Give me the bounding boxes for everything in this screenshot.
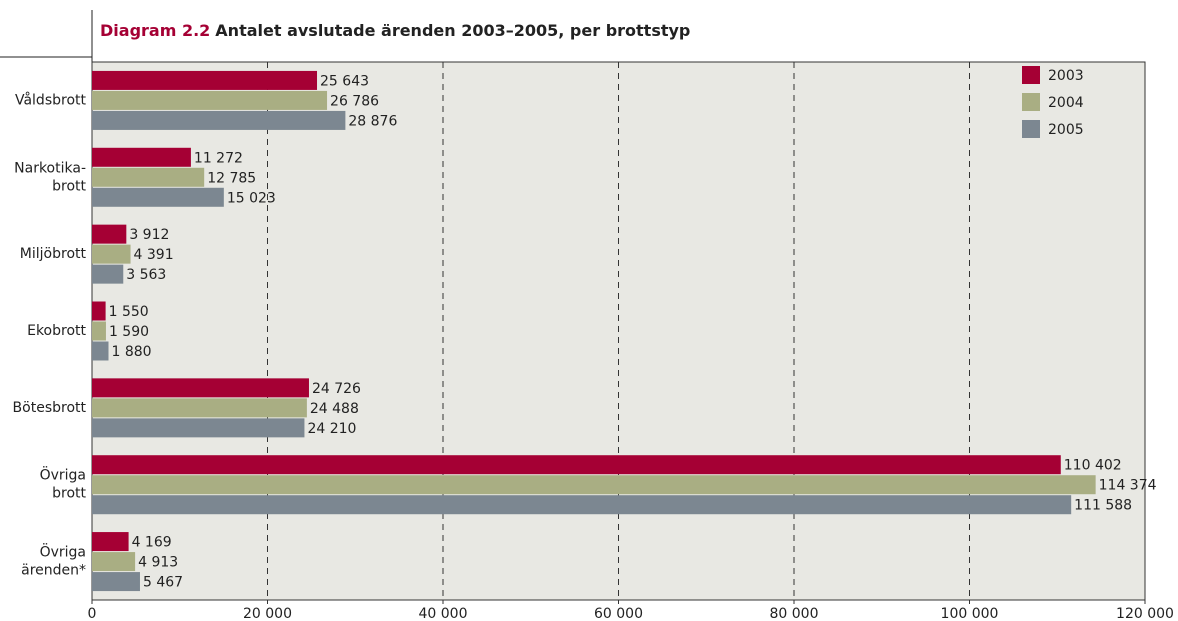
bar bbox=[92, 244, 131, 264]
bar bbox=[92, 495, 1072, 515]
x-tick-label: 120 000 bbox=[1116, 606, 1174, 621]
bar bbox=[92, 147, 191, 167]
bar bbox=[92, 90, 328, 110]
bar bbox=[92, 301, 106, 321]
x-tick-label: 100 000 bbox=[941, 606, 999, 621]
bar bbox=[92, 455, 1061, 475]
y-tick-label: Övriga brott bbox=[40, 466, 87, 502]
value-label: 4 169 bbox=[132, 535, 172, 551]
bar bbox=[92, 341, 109, 361]
y-tick-label: Miljöbrott bbox=[20, 246, 87, 262]
bar bbox=[92, 475, 1096, 495]
legend-swatch bbox=[1022, 66, 1040, 84]
y-tick-label: Våldsbrott bbox=[15, 91, 87, 108]
y-tick-label-line: ärenden* bbox=[21, 563, 86, 579]
y-tick-label: Narkotika-brott bbox=[14, 160, 86, 194]
value-label: 3 563 bbox=[126, 267, 166, 283]
chart-title: Diagram 2.2 Antalet avslutade ärenden 200… bbox=[100, 21, 690, 40]
value-label: 4 913 bbox=[138, 555, 178, 571]
y-tick-label-line: Narkotika- bbox=[14, 160, 86, 176]
bar bbox=[92, 418, 305, 438]
x-tick-label: 0 bbox=[88, 606, 97, 621]
value-label: 110 402 bbox=[1064, 458, 1122, 474]
value-label: 15 023 bbox=[227, 190, 276, 206]
bar bbox=[92, 224, 127, 244]
legend-label: 2003 bbox=[1048, 68, 1084, 84]
title-prefix: Diagram 2.2 bbox=[100, 21, 210, 40]
legend-swatch bbox=[1022, 120, 1040, 138]
bar bbox=[92, 532, 129, 552]
y-tick-label-line: Ekobrott bbox=[27, 323, 86, 339]
legend-swatch bbox=[1022, 93, 1040, 111]
title-text: Antalet avslutade ärenden 2003–2005, per… bbox=[215, 21, 690, 40]
value-label: 1 590 bbox=[109, 324, 149, 340]
value-label: 4 391 bbox=[134, 247, 174, 263]
value-label: 25 643 bbox=[320, 73, 369, 89]
bar bbox=[92, 187, 224, 207]
value-label: 24 726 bbox=[312, 381, 361, 397]
value-label: 114 374 bbox=[1099, 478, 1157, 494]
value-label: 1 550 bbox=[109, 304, 149, 320]
y-tick-label-line: Miljöbrott bbox=[20, 246, 87, 262]
y-tick-label-line: brott bbox=[52, 178, 86, 194]
legend-label: 2005 bbox=[1048, 122, 1084, 138]
y-tick-label-line: Våldsbrott bbox=[15, 91, 87, 108]
value-label: 111 588 bbox=[1074, 498, 1132, 514]
value-label: 28 876 bbox=[348, 113, 397, 129]
bar bbox=[92, 378, 309, 398]
bar bbox=[92, 167, 205, 187]
x-tick-label: 40 000 bbox=[419, 606, 468, 621]
x-tick-label: 80 000 bbox=[770, 606, 819, 621]
value-label: 3 912 bbox=[129, 227, 169, 243]
y-tick-label-line: Övriga bbox=[40, 543, 86, 561]
value-label: 24 210 bbox=[307, 421, 356, 437]
y-tick-label-line: Övriga bbox=[40, 466, 86, 484]
bar bbox=[92, 321, 106, 341]
y-tick-label-line: brott bbox=[52, 486, 86, 502]
value-label: 11 272 bbox=[194, 150, 243, 166]
bar bbox=[92, 572, 140, 592]
bar bbox=[92, 552, 136, 572]
y-tick-label-line: Bötesbrott bbox=[13, 400, 87, 416]
bar bbox=[92, 110, 346, 130]
x-tick-label: 20 000 bbox=[243, 606, 292, 621]
value-label: 5 467 bbox=[143, 575, 183, 591]
y-tick-label: Övriga ärenden* bbox=[21, 543, 86, 579]
legend-label: 2004 bbox=[1048, 95, 1084, 111]
bar bbox=[92, 70, 318, 90]
value-label: 12 785 bbox=[207, 170, 256, 186]
value-label: 24 488 bbox=[310, 401, 359, 417]
y-tick-label: Bötesbrott bbox=[13, 400, 87, 416]
value-label: 1 880 bbox=[111, 344, 151, 360]
value-label: 26 786 bbox=[330, 93, 379, 109]
bar bbox=[92, 264, 124, 284]
x-tick-label: 60 000 bbox=[594, 606, 643, 621]
y-tick-label: Ekobrott bbox=[27, 323, 86, 339]
bar bbox=[92, 398, 307, 418]
